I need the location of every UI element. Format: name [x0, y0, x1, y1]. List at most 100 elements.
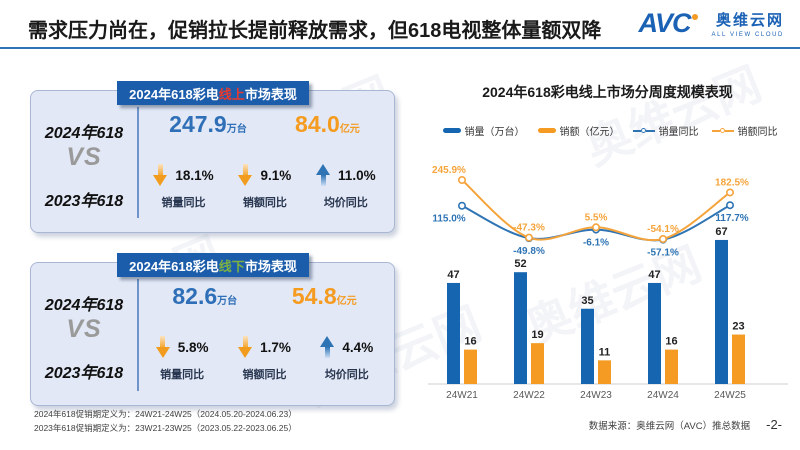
svg-text:117.7%: 117.7% [715, 213, 748, 224]
page-title: 需求压力尚在，促销拉长提前释放需求，但618电视整体量额双降 [28, 20, 602, 42]
svg-text:16: 16 [464, 336, 476, 348]
offline-kpi-panel: 2024年618 VS 2023年618 82.6万台 54.8亿元 5.8% … [30, 262, 395, 406]
legend-item-volume: 销量（万台） [442, 123, 525, 138]
trend-arrow-icon [238, 336, 253, 358]
svg-text:24W24: 24W24 [647, 390, 679, 401]
metric-value: 11.0% [338, 167, 376, 183]
logo-company-name-en: ALL VIEW CLOUD [711, 32, 784, 38]
svg-text:5.5%: 5.5% [585, 212, 608, 223]
legend-label: 销量（万台） [464, 127, 525, 138]
avc-logo-text: AVC [638, 8, 691, 38]
title-divider [0, 47, 800, 49]
amount-kpi: 84.0亿元 [295, 111, 360, 138]
svg-text:11: 11 [599, 346, 611, 358]
svg-text:19: 19 [531, 329, 543, 341]
volume-yoy-metric: 18.1% 销量同比 [153, 163, 214, 210]
svg-text:67: 67 [715, 226, 727, 238]
svg-text:23: 23 [732, 321, 744, 333]
legend-label: 销额（亿元） [559, 127, 620, 138]
metric-label: 销额同比 [242, 369, 287, 381]
svg-text:245.9%: 245.9% [432, 165, 466, 176]
amount-unit: 亿元 [336, 296, 357, 307]
metric-value: 4.4% [342, 339, 374, 355]
footnote-2023: 2023年618促销期定义为：23W21-23W25（2023.05.22-20… [34, 423, 297, 433]
footnotes: 2024年618促销期定义为：24W21-24W25（2024.05.20-20… [34, 407, 297, 435]
svg-text:24W22: 24W22 [513, 390, 545, 401]
bar-swatch-icon [442, 128, 461, 133]
logo-dot-icon [692, 13, 699, 20]
year-2023-label: 2023年618 [44, 193, 124, 210]
vs-label: VS [66, 315, 102, 343]
svg-text:35: 35 [581, 295, 593, 307]
price-yoy-metric: 11.0% 均价同比 [316, 163, 376, 210]
bar-swatch-icon [537, 128, 556, 133]
svg-text:-57.1%: -57.1% [647, 248, 679, 259]
svg-text:16: 16 [665, 336, 677, 348]
chart-title: 2024年618彩电线上市场分周度规模表现 [482, 84, 733, 100]
metric-value: 18.1% [175, 167, 214, 183]
amount-unit: 亿元 [339, 124, 360, 135]
volume-kpi: 247.9万台 [169, 111, 247, 138]
logo-company-name: 奥维云网 [715, 12, 784, 29]
page-number: -2- [766, 417, 782, 432]
footnote-2024: 2024年618促销期定义为：24W21-24W25（2024.05.20-20… [34, 409, 297, 419]
svg-text:-6.1%: -6.1% [583, 238, 609, 249]
price-yoy-metric: 4.4% 均价同比 [320, 335, 373, 382]
year-2024-label: 2024年618 [44, 297, 124, 314]
panel-title-prefix: 2024年618彩电 [129, 258, 219, 274]
offline-panel-title: 2024年618彩电 线下 市场表现 [117, 253, 309, 277]
year-2023-label: 2023年618 [44, 365, 124, 382]
svg-text:52: 52 [514, 258, 526, 270]
chart-legend: 销量（万台） 销额（亿元） 销量同比 销额同比 [428, 123, 792, 138]
metric-value: 9.1% [260, 167, 292, 183]
avc-logo: AVC 奥维云网 ALL VIEW CLOUD [638, 8, 784, 39]
metric-label: 均价同比 [324, 369, 369, 381]
trend-arrow-icon [316, 164, 331, 186]
trend-arrow-icon [320, 336, 335, 358]
amount-value: 84.0 [295, 111, 340, 137]
svg-text:-47.3%: -47.3% [513, 223, 545, 234]
metric-label: 销量同比 [160, 369, 205, 381]
trend-arrow-icon [153, 164, 168, 186]
legend-item-amount: 销额（亿元） [537, 123, 620, 138]
panel-title-suffix: 市场表现 [244, 86, 297, 102]
metric-value: 1.7% [260, 339, 291, 355]
year-2024-label: 2024年618 [44, 125, 124, 142]
svg-text:115.0%: 115.0% [432, 214, 465, 225]
online-kpi-panel: 2024年618 VS 2023年618 247.9万台 84.0亿元 18.1… [30, 90, 395, 233]
svg-text:47: 47 [447, 269, 459, 281]
svg-text:24W21: 24W21 [446, 390, 478, 401]
panel-title-channel: 线上 [218, 86, 245, 102]
legend-item-amount-yoy: 销额同比 [711, 123, 778, 138]
legend-item-volume-yoy: 销量同比 [632, 123, 699, 138]
amount-kpi: 54.8亿元 [292, 283, 357, 310]
legend-label: 销量同比 [658, 127, 699, 138]
data-source: 数据来源：奥维云网（AVC）推总数据 [588, 420, 751, 432]
compare-column: 2024年618 VS 2023年618 [31, 263, 137, 405]
panel-title-suffix: 市场表现 [244, 258, 297, 274]
vs-label: VS [66, 143, 102, 171]
svg-text:47: 47 [648, 269, 660, 281]
svg-text:182.5%: 182.5% [715, 177, 749, 188]
vertical-divider [137, 279, 139, 391]
svg-text:-54.1%: -54.1% [647, 224, 679, 235]
metric-label: 销量同比 [161, 197, 206, 209]
volume-value: 82.6 [172, 283, 218, 309]
metric-label: 均价同比 [323, 197, 368, 209]
trend-arrow-icon [238, 164, 253, 186]
line-swatch-icon [711, 127, 734, 134]
volume-value: 247.9 [169, 111, 227, 137]
amount-value: 54.8 [291, 283, 337, 309]
weekly-combo-chart: 47 52 35 47 67 16 19 11 16 23 24W21 24W22 24W23 24W24… [428, 165, 788, 401]
volume-unit: 万台 [217, 296, 238, 307]
legend-label: 销额同比 [737, 127, 778, 138]
line-swatch-icon [632, 127, 655, 134]
online-panel-title: 2024年618彩电 线上 市场表现 [117, 81, 309, 105]
compare-column: 2024年618 VS 2023年618 [31, 91, 137, 232]
panel-title-channel: 线下 [218, 258, 245, 274]
volume-kpi: 82.6万台 [172, 283, 237, 310]
volume-unit: 万台 [226, 124, 247, 135]
svg-text:24W23: 24W23 [580, 390, 612, 401]
trend-arrow-icon [155, 336, 170, 358]
